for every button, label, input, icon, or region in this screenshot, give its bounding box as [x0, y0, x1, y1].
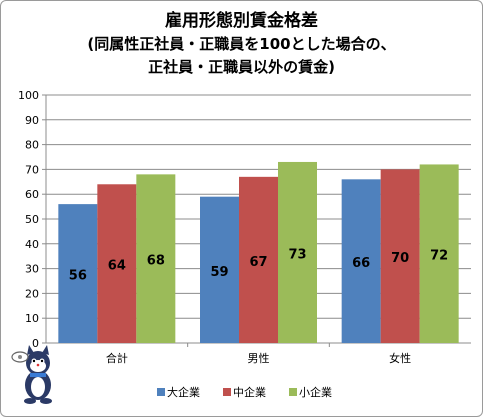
bar	[239, 176, 278, 343]
x-tick-label: 合計	[106, 351, 128, 365]
y-tick-label: 10	[25, 312, 39, 325]
data-label: 70	[391, 251, 409, 266]
y-tick-label: 90	[25, 114, 39, 127]
bar	[419, 164, 459, 343]
y-tick-label: 0	[32, 337, 39, 350]
legend-swatch	[157, 388, 165, 396]
y-tick-label: 100	[18, 89, 39, 102]
legend-swatch	[289, 388, 297, 396]
bar	[278, 161, 317, 343]
bar	[58, 204, 98, 343]
bar	[341, 179, 381, 343]
data-label: 56	[69, 269, 87, 284]
data-label: 59	[210, 265, 228, 280]
legend-label: 小企業	[299, 385, 332, 399]
bar	[380, 169, 420, 343]
bar	[200, 196, 239, 343]
data-label: 73	[288, 247, 306, 262]
bar	[97, 184, 137, 343]
y-tick-label: 70	[25, 163, 39, 176]
y-tick-label: 40	[25, 238, 39, 251]
y-tick-label: 50	[25, 213, 39, 226]
chart-subtitle-line1: (同属性正社員・正職員を100とした場合の、	[87, 35, 396, 53]
mascot-icon	[11, 345, 52, 404]
y-tick-label: 20	[25, 287, 39, 300]
y-tick-label: 80	[25, 139, 39, 152]
legend-label: 中企業	[233, 385, 266, 399]
x-tick-label: 女性	[389, 351, 411, 365]
y-tick-label: 60	[25, 188, 39, 201]
x-tick-label: 男性	[248, 351, 270, 365]
data-label: 64	[108, 259, 126, 274]
data-label: 68	[147, 254, 165, 269]
chart-subtitle-line2: 正社員・正職員以外の賃金)	[148, 58, 335, 76]
legend-swatch	[223, 388, 231, 396]
legend-label: 大企業	[167, 385, 200, 399]
data-label: 66	[352, 256, 370, 271]
data-label: 72	[430, 249, 448, 264]
bar	[136, 174, 176, 343]
chart-title: 雇用形態別賃金格差	[165, 11, 318, 31]
data-label: 67	[249, 255, 267, 270]
y-tick-label: 30	[25, 263, 39, 276]
